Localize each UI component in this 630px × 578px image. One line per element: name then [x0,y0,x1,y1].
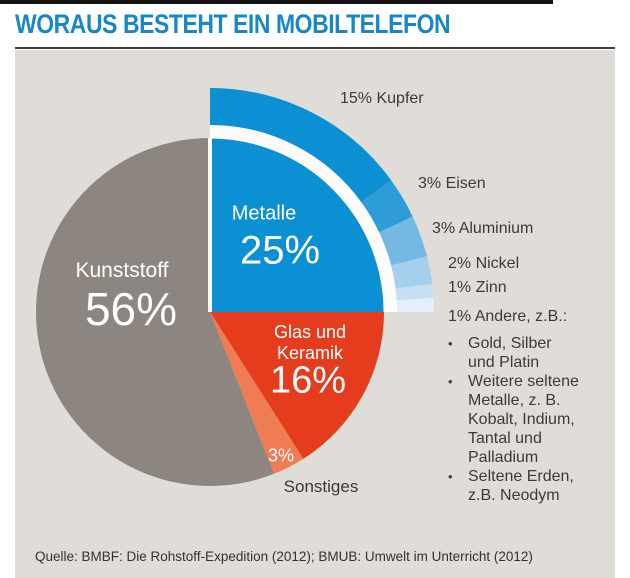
arc-label-aluminium: 3% Aluminium [432,220,534,237]
slice-value-kunststoff: 56% [84,283,178,335]
slice-value-glas-keramik: 16% [269,359,347,402]
chart-panel: Metalle 25% Kunststoff 56% Glas und Kera… [15,50,615,578]
bullet-icon: • [448,469,453,484]
pie-chart [36,88,434,486]
arc-label-andere: 1% Andere, z.B.: [448,308,568,325]
pie-slice-sonstiges [210,312,304,474]
arc-label-nickel: 2% Nickel [448,255,520,272]
page-title: WORAUS BESTEHT EIN MOBILTELEFON [15,9,451,39]
list-item-text: Gold, Silber und Platin [468,335,552,371]
slice-label-sonstiges: Sonstiges [283,477,359,496]
andere-details-list: • Gold, Silber und Platin • Weitere selt… [448,334,579,505]
arc-segment-aluminium [379,216,427,266]
list-item: • Seltene Erden, z.B. Neodym [448,467,579,505]
title-divider [15,47,615,49]
list-item-text: Weitere seltene Metalle, z. B. Kobalt, I… [468,373,579,466]
arc-gap-ring [209,124,398,313]
source-note: Quelle: BMBF: Die Rohstoff-Expedition (2… [35,549,533,564]
slice-value-metalle: 25% [239,228,321,273]
list-item: • Weitere seltene Metalle, z. B. Kobalt,… [448,372,579,467]
pie-slice-kunststoff [36,138,275,486]
slice-value-sonstiges: 3% [267,445,295,466]
arc-label-eisen: 3% Eisen [418,175,486,192]
list-item-text: Seltene Erden, z.B. Neodym [468,468,574,504]
arc-segment-eisen [361,180,413,233]
arc-segment-kupfer [209,88,392,203]
slice-label-kunststoff: Kunststoff [75,259,169,282]
list-item: • Gold, Silber und Platin [448,334,579,372]
pie-slice-glas-und-keramik [210,312,384,459]
pie-slice-metalle [210,138,384,312]
arc-label-zinn: 1% Zinn [448,279,507,296]
slice-label-metalle: Metalle [231,202,297,225]
bullet-icon: • [448,374,453,389]
arc-segment-nickel [391,256,433,289]
arc-segment-zinn [395,283,434,301]
slice-label-glas-keramik: Glas und Keramik [273,322,347,363]
arc-label-kupfer: 15% Kupfer [340,90,424,107]
top-bar [0,0,553,4]
bullet-icon: • [448,336,453,351]
